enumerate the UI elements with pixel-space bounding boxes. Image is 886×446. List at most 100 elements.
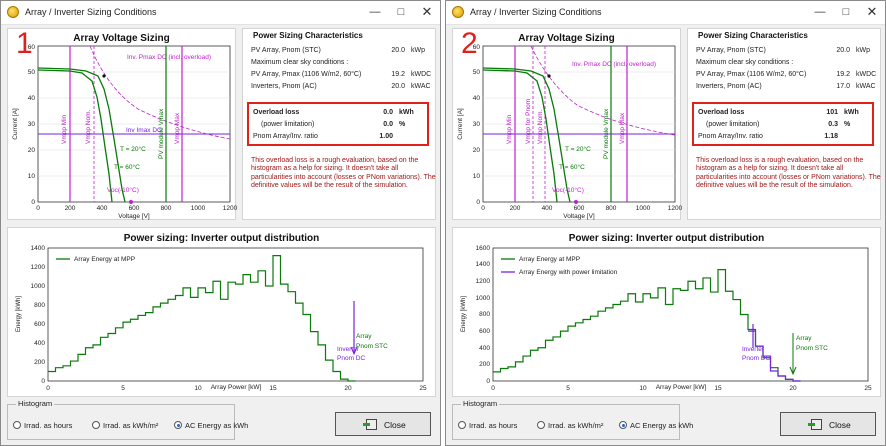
radio-icon[interactable] xyxy=(13,421,21,429)
iv-curve-20c xyxy=(482,67,571,203)
radio-label: Irrad. as kWh/m² xyxy=(548,421,604,430)
radio-label: AC Energy as kWh xyxy=(630,421,694,430)
radio-icon[interactable] xyxy=(92,421,100,429)
row-unit: kWAC xyxy=(856,83,876,90)
close-button[interactable]: Close xyxy=(335,412,431,436)
voltage-chart-panel: Array Voltage Sizing 0 10 20 30 40 50 60… xyxy=(452,27,682,220)
histogram-steps xyxy=(493,269,801,382)
vmpp-min-label: Vmpp Min xyxy=(506,114,513,144)
characteristics-title: Power Sizing Characteristics xyxy=(698,31,808,40)
series-line xyxy=(748,330,801,382)
close-button[interactable]: Close xyxy=(780,412,876,436)
y-tick: 1600 xyxy=(476,245,491,252)
characteristics-panel: Power Sizing Characteristics PV Array, P… xyxy=(242,28,436,220)
t20-label: T = 20°C xyxy=(565,145,591,153)
radio-label: Irrad. as kWh/m² xyxy=(103,421,159,430)
row-label: Inverters, Pnom (AC) xyxy=(251,83,317,90)
minimize-icon[interactable]: — xyxy=(814,6,826,18)
inverter-annotation: Pnom DC xyxy=(337,355,365,362)
title-bar[interactable]: Array / Inverter Sizing Conditions — □ ✕ xyxy=(446,1,885,25)
row-unit: kWDC xyxy=(856,71,877,78)
y-tick: 0 xyxy=(486,378,490,385)
y-tick: 1200 xyxy=(476,278,491,285)
legend-label: Array Energy at MPP xyxy=(519,256,580,263)
y-tick: 60 xyxy=(473,44,481,51)
histogram-group: Histogram Irrad. as hours Irrad. as kWh/… xyxy=(7,399,248,440)
x-axis-label: Voltage [V] xyxy=(563,213,595,220)
radio-irrad-hours[interactable]: Irrad. as hours xyxy=(458,421,517,430)
y-tick: 600 xyxy=(479,328,490,335)
maximize-icon[interactable]: □ xyxy=(842,6,850,18)
voc-marker xyxy=(129,200,133,204)
close-icon[interactable]: ✕ xyxy=(421,4,433,19)
radio-ac-energy[interactable]: AC Energy as kWh xyxy=(619,421,693,430)
mpp-point xyxy=(102,74,106,78)
y-tick: 0 xyxy=(41,378,45,385)
y-tick: 1400 xyxy=(476,261,491,268)
vmpp-pnom-label: Vmpp for Pnom xyxy=(525,99,532,144)
row-value: 20.0 xyxy=(836,47,850,54)
minimize-icon[interactable]: — xyxy=(369,6,381,18)
chart-title: Power sizing: Inverter output distributi… xyxy=(568,233,765,244)
maximize-icon[interactable]: □ xyxy=(397,6,405,18)
iv-curve-60c xyxy=(37,69,113,203)
chart-title: Array Voltage Sizing xyxy=(518,33,615,44)
radio-irrad-kwh[interactable]: Irrad. as kWh/m² xyxy=(92,421,158,430)
exit-icon xyxy=(363,419,377,430)
title-bar[interactable]: Array / Inverter Sizing Conditions — □ ✕ xyxy=(1,1,440,25)
t60-label: T = 60°C xyxy=(114,163,140,171)
y-tick: 10 xyxy=(473,173,481,180)
t20-label: T = 20°C xyxy=(120,145,146,153)
y-tick: 10 xyxy=(28,173,36,180)
x-tick: 10 xyxy=(639,385,647,392)
inverter-annotation: Pnom DC xyxy=(742,355,770,362)
y-tick: 1000 xyxy=(476,295,491,302)
overload-unit: kWh xyxy=(844,109,859,116)
voltage-chart: 0 10 20 30 40 50 60 0 200 400 600 800 10… xyxy=(12,44,237,220)
y-axis-label: Current [A] xyxy=(12,108,19,140)
x-tick: 1000 xyxy=(191,205,206,212)
radio-icon[interactable] xyxy=(458,421,466,429)
overload-note: This overload loss is a rough evaluation… xyxy=(696,157,881,189)
x-axis-label: Array Power [kW] xyxy=(211,384,262,391)
radio-icon[interactable] xyxy=(619,421,627,429)
overload-label: (power limitation) xyxy=(706,121,760,128)
y-tick: 50 xyxy=(28,69,36,76)
x-tick: 0 xyxy=(36,205,40,212)
exit-icon xyxy=(808,419,822,430)
y-tick: 400 xyxy=(34,340,45,347)
row-unit: kWp xyxy=(411,47,425,54)
close-icon[interactable]: ✕ xyxy=(866,4,878,19)
overload-unit: % xyxy=(844,121,851,128)
y-tick: 60 xyxy=(28,44,36,51)
y-tick: 400 xyxy=(479,345,490,352)
x-tick: 0 xyxy=(481,205,485,212)
x-tick: 400 xyxy=(97,205,108,212)
x-tick: 200 xyxy=(510,205,521,212)
vmpp-max-label: Vmpp Max xyxy=(174,112,181,144)
radio-irrad-kwh[interactable]: Irrad. as kWh/m² xyxy=(537,421,603,430)
t60-label: T = 60°C xyxy=(559,163,585,171)
voltage-chart: 0 10 20 30 40 50 60 0 200 400 600 800 10… xyxy=(457,44,682,220)
x-tick: 800 xyxy=(161,205,172,212)
inverter-annotation: Inverter xyxy=(337,346,360,353)
radio-label: Irrad. as hours xyxy=(469,421,518,430)
x-tick: 800 xyxy=(606,205,617,212)
x-tick: 200 xyxy=(65,205,76,212)
radio-irrad-hours[interactable]: Irrad. as hours xyxy=(13,421,72,430)
row-value: 20.0 xyxy=(391,83,405,90)
overload-label: Pnom Array/Inv. ratio xyxy=(253,133,318,140)
histogram-steps xyxy=(48,255,356,382)
x-tick: 20 xyxy=(344,385,352,392)
x-axis-label: Array Power [kW] xyxy=(656,384,707,391)
radio-icon[interactable] xyxy=(537,421,545,429)
close-label: Close xyxy=(829,420,851,430)
histogram-title: Histogram xyxy=(16,399,55,408)
y-tick: 30 xyxy=(28,121,36,128)
iv-curve-20c xyxy=(37,67,126,203)
distribution-chart: 0 200 400 600 800 1000 1200 1400 0 5 10 … xyxy=(16,245,427,392)
radio-icon[interactable] xyxy=(174,421,182,429)
radio-ac-energy[interactable]: AC Energy as kWh xyxy=(174,421,248,430)
y-tick: 1000 xyxy=(31,283,46,290)
inverter-annotation: Inverter xyxy=(742,346,765,353)
